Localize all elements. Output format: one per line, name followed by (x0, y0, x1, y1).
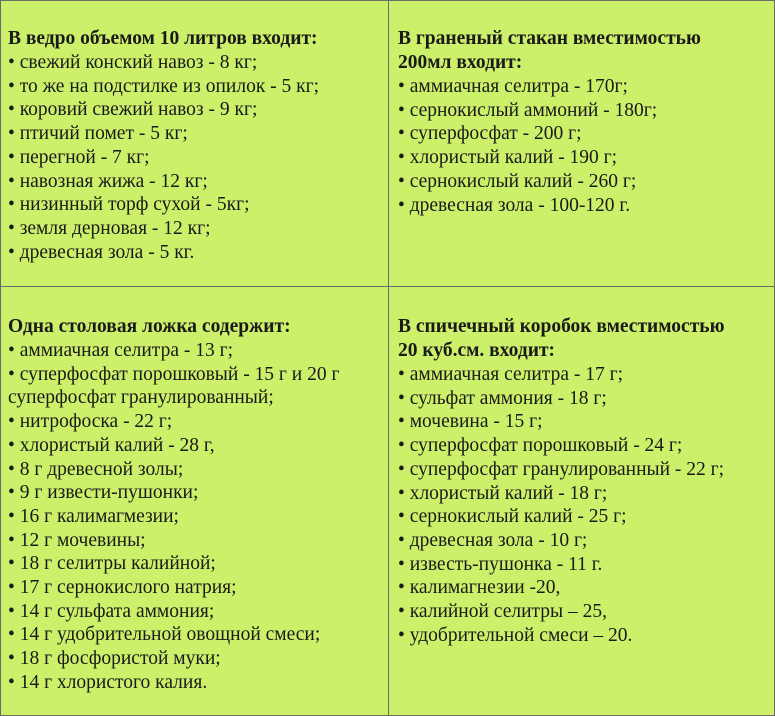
list-item: • нитрофоска - 22 г; (8, 411, 173, 433)
item-list: • аммиачная селитра - 13 г; • суперфосфа… (8, 339, 382, 695)
cell-heading: В спичечный коробок вместимостью 20 куб.… (398, 316, 725, 361)
list-item: • аммиачная селитра - 13 г; (8, 340, 234, 361)
list-item: • 14 г хлористого калия. (8, 671, 208, 693)
list-item: • древесная зола - 10 г; (398, 529, 588, 551)
list-item: • древесная зола - 100-120 г. (398, 194, 631, 216)
list-item: • аммиачная селитра - 17 г; (398, 364, 624, 385)
list-item: • 14 г удобрительной овощной смеси; (8, 624, 321, 646)
list-item: • суперфосфат порошковый - 24 г; (398, 435, 683, 457)
list-item: • удобрительной смеси – 20. (398, 624, 633, 646)
cell-bucket-10-liters: В ведро объемом 10 литров входит: • свеж… (1, 1, 389, 287)
list-item: • мочевина - 15 г; (398, 411, 543, 433)
cell-heading: В граненый стакан вместимостью 200мл вхо… (398, 28, 701, 73)
list-item: • 18 г селитры калийной; (8, 553, 216, 575)
list-item: • коровий свежий навоз - 9 кг; (8, 99, 258, 121)
list-item: • сернокислый калий - 260 г; (398, 170, 637, 192)
list-item: • перегной - 7 кг; (8, 146, 150, 168)
list-item: • 17 г сернокислого натрия; (8, 577, 237, 599)
list-item: • 14 г сульфата аммония; (8, 600, 215, 622)
list-item: • суперфосфат порошковый - 15 г и 20 г с… (8, 363, 340, 409)
cell-heading: В ведро объемом 10 литров входит: (8, 28, 318, 49)
list-item: • низинный торф сухой - 5кг; (8, 194, 250, 216)
list-item: • хлористый калий - 190 г; (398, 147, 618, 169)
cell-faceted-glass-200ml: В граненый стакан вместимостью 200мл вхо… (389, 1, 774, 287)
list-item: • земля дерновая - 12 кг; (8, 217, 211, 239)
list-item: • аммиачная селитра - 170г; (398, 76, 628, 97)
list-item: • древесная зола - 5 кг. (8, 241, 195, 263)
cell-tablespoon: Одна столовая ложка содержит: • аммиачна… (1, 287, 389, 715)
cell-matchbox-20cc: В спичечный коробок вместимостью 20 куб.… (389, 287, 774, 715)
cell-heading: Одна столовая ложка содержит: (8, 316, 291, 337)
list-item: • известь-пушонка - 11 г. (398, 553, 603, 575)
list-item: • 8 г древесной золы; (8, 458, 184, 480)
list-item: • свежий конский навоз - 8 кг; (8, 52, 258, 73)
list-item: • птичий помет - 5 кг; (8, 123, 188, 145)
list-item: • то же на подстилке из опилок - 5 кг; (8, 75, 320, 97)
list-item: • 16 г калимагмезии; (8, 505, 179, 527)
list-item: • сернокислый калий - 25 г; (398, 506, 627, 528)
list-item: • калимагнезии -20, (398, 577, 561, 599)
list-item: • навозная жижа - 12 кг; (8, 170, 208, 192)
list-item: • суперфосфат гранулированный - 22 г; (398, 458, 725, 480)
list-item: • сернокислый аммоний - 180г; (398, 99, 658, 121)
list-item: • хлористый калий - 18 г; (398, 482, 608, 504)
item-list: • свежий конский навоз - 8 кг; • то же н… (8, 51, 382, 264)
list-item: • 18 г фосфористой муки; (8, 648, 221, 670)
item-list: • аммиачная селитра - 17 г; • сульфат ам… (398, 363, 768, 647)
list-item: • сульфат аммония - 18 г; (398, 387, 607, 409)
list-item: • 12 г мочевины; (8, 529, 146, 551)
list-item: • калийной селитры – 25, (398, 601, 608, 623)
list-item: • суперфосфат - 200 г; (398, 123, 582, 145)
list-item: • хлористый калий - 28 г, (8, 434, 215, 456)
list-item: • 9 г извести-пушонки; (8, 482, 199, 504)
item-list: • аммиачная селитра - 170г; • сернокислы… (398, 75, 768, 217)
